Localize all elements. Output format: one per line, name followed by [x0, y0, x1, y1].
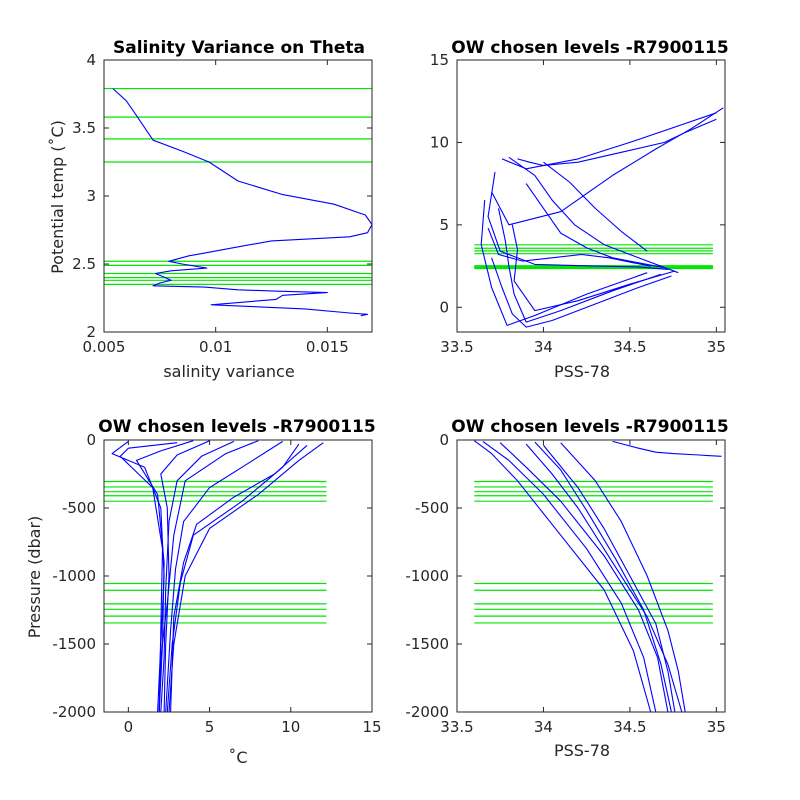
panel4-xlabel: PSS-78 [554, 741, 610, 760]
data-profile-line [487, 172, 668, 270]
panel1-plot-area [104, 87, 373, 317]
y-tick-label: 4 [86, 51, 96, 69]
data-profile-line [543, 161, 648, 252]
data-profile-line [497, 208, 662, 323]
y-tick-label: -2000 [405, 703, 449, 721]
y-tick-label: -1000 [52, 567, 96, 585]
x-tick-label: 34 [534, 338, 553, 356]
x-tick-label: 33.5 [440, 338, 473, 356]
panel-theta-salinity: OW chosen levels -R7900115 PSS-78 [451, 38, 728, 381]
x-tick-label: 35 [707, 718, 726, 736]
y-tick-label: -1000 [405, 567, 449, 585]
x-tick-label: 0.015 [306, 338, 349, 356]
data-profile-line [166, 443, 300, 713]
data-profile-line [135, 440, 194, 713]
y-tick-label: 0 [439, 298, 449, 316]
data-profile-line [511, 224, 676, 312]
x-tick-label: 33.5 [440, 718, 473, 736]
x-tick-label: 5 [205, 718, 215, 736]
panel2-xlabel: PSS-78 [554, 362, 610, 381]
panel-salinity-pressure: OW chosen levels -R7900115 PSS-78 [451, 417, 728, 760]
panel3-xlabel: ˚C [228, 748, 247, 767]
panel2-plot-area [474, 107, 724, 328]
y-tick-label: 3 [86, 187, 96, 205]
x-tick-label: 10 [281, 718, 300, 736]
panel2-title: OW chosen levels -R7900115 [451, 38, 728, 58]
y-tick-label: -500 [62, 499, 96, 517]
panel1-xlabel: salinity variance [163, 362, 294, 381]
data-profile-line [534, 441, 672, 713]
data-profile-line [612, 440, 722, 457]
y-tick-label: 0 [86, 431, 96, 449]
data-profile-line [482, 440, 657, 713]
x-tick-label: 34.5 [613, 718, 646, 736]
data-profile-line [119, 442, 178, 713]
data-profile-line [501, 112, 717, 170]
y-tick-label: -500 [415, 499, 449, 517]
data-profile-line [499, 442, 669, 713]
data-profile-line [473, 440, 652, 713]
y-tick-label: -1500 [405, 635, 449, 653]
data-profile-line [525, 183, 665, 269]
panel2-frame [456, 59, 726, 333]
x-tick-label: 0 [124, 718, 134, 736]
x-tick-label: 15 [362, 718, 381, 736]
panel3-plot-area [104, 440, 327, 713]
data-profile-line [517, 118, 717, 167]
panel4-frame [456, 439, 726, 713]
data-profile-line [487, 227, 651, 267]
y-tick-label: 2 [86, 323, 96, 341]
panel1-title: Salinity Variance on Theta [113, 38, 365, 58]
y-tick-label: 10 [430, 133, 449, 151]
panel1-frame [103, 59, 373, 333]
panel3-title: OW chosen levels -R7900115 [98, 417, 375, 437]
data-profile-line [165, 440, 283, 713]
data-profile-line [160, 440, 210, 713]
panel4-title: OW chosen levels -R7900115 [451, 417, 728, 437]
data-profile-line [168, 442, 324, 713]
data-profile-line [491, 257, 672, 328]
panel3-ylabel: Pressure (dbar) [25, 516, 44, 639]
data-profile-line [112, 88, 373, 317]
data-profile-line [480, 200, 648, 326]
panel4-plot-area [473, 440, 722, 713]
y-tick-label: 0 [439, 431, 449, 449]
panel-temperature-pressure: OW chosen levels -R7900115 ˚C Pressure (… [25, 417, 376, 767]
x-tick-label: 34.5 [613, 338, 646, 356]
data-profile-line [160, 440, 235, 713]
panel3-frame [103, 439, 373, 713]
data-profile-line [170, 444, 308, 713]
y-tick-label: 5 [439, 216, 449, 234]
panel1-ylabel: Potential temp (˚C) [48, 120, 67, 274]
data-profile-line [491, 107, 724, 226]
data-profile-line [508, 156, 679, 274]
x-tick-label: 0.005 [83, 338, 126, 356]
y-tick-label: -2000 [52, 703, 96, 721]
x-tick-label: 35 [707, 338, 726, 356]
x-tick-label: 34 [534, 718, 553, 736]
y-tick-label: -1500 [52, 635, 96, 653]
data-profile-line [525, 443, 683, 713]
x-tick-label: 0.01 [199, 338, 232, 356]
y-tick-label: 3.5 [72, 119, 96, 137]
panel-salinity-variance: Salinity Variance on Theta salinity vari… [48, 38, 373, 381]
y-tick-label: 2.5 [72, 255, 96, 273]
data-profile-line [543, 445, 676, 713]
data-profile-line [560, 442, 686, 713]
y-tick-label: 15 [430, 51, 449, 69]
